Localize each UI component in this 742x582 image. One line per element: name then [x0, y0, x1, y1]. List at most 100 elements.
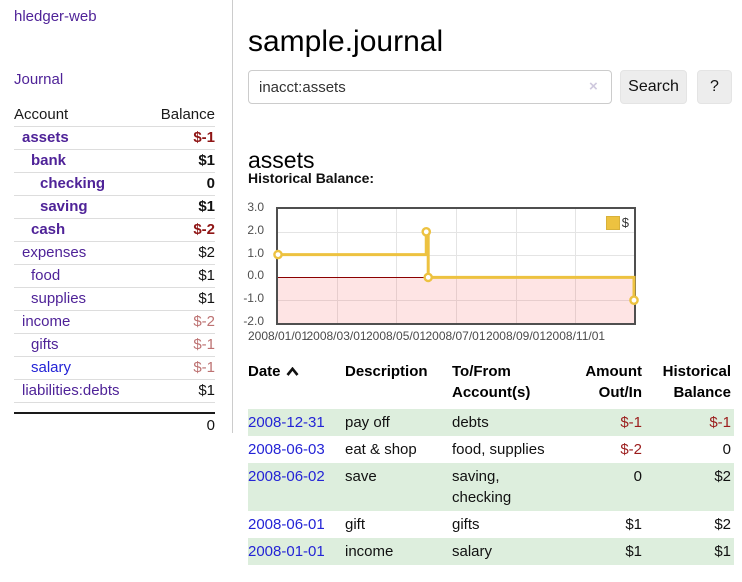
transaction-accounts: saving, checking [452, 463, 564, 511]
historical-balance-chart: 3.0 2.0 1.0 0.0 -1.0 -2.0 $ 2008/01/01 2008/03… [243, 200, 639, 343]
sort-ascending-icon [286, 366, 299, 376]
account-tree: assets $-1 bank $1 checking 0 saving $1 cash $-2 e… [14, 127, 215, 403]
transaction-description: save [345, 463, 452, 511]
register-row: 2008-12-31 pay off debts $-1 $-1 [248, 409, 734, 436]
transaction-date-link[interactable]: 2008-01-01 [248, 543, 325, 560]
register-row: 2008-01-01 income salary $1 $1 [248, 538, 734, 565]
account-link[interactable]: supplies [31, 290, 87, 307]
account-link[interactable]: gifts [31, 336, 59, 353]
sidebar-item-journal[interactable]: Journal [14, 71, 64, 88]
gridline [278, 231, 634, 233]
register-header-balance: Historical Balance [662, 363, 731, 401]
app-brand-link[interactable]: hledger-web [14, 8, 97, 25]
gridline [515, 209, 517, 323]
account-balance: 0 [206, 175, 215, 192]
sidebar-divider [232, 0, 233, 433]
account-balance: $2 [198, 244, 215, 261]
account-link[interactable]: cash [31, 221, 66, 238]
account-balance: $-1 [193, 359, 215, 376]
account-balance: $1 [198, 198, 215, 215]
sidebar-account-row: saving $1 [14, 196, 215, 219]
x-tick-label: 2008/07/01 [425, 329, 486, 343]
transaction-accounts: debts [452, 409, 564, 436]
legend-swatch-icon [605, 215, 620, 230]
account-table-header: Account Balance [14, 104, 215, 127]
account-balance: $1 [198, 267, 215, 284]
transaction-date-link[interactable]: 2008-06-02 [248, 468, 325, 485]
transaction-balance: $2 [714, 516, 731, 533]
transaction-date-link[interactable]: 2008-12-31 [248, 414, 325, 431]
x-tick-label: 2008/05/01 [365, 329, 427, 343]
help-button[interactable]: ? [697, 70, 732, 104]
sidebar-account-row: expenses $2 [14, 242, 215, 265]
register-header-description: Description [345, 363, 428, 380]
clear-search-icon[interactable]: × [589, 78, 598, 95]
transaction-amount: $1 [564, 538, 642, 565]
account-balance: $-1 [193, 129, 215, 146]
sidebar-account-row: salary $-1 [14, 357, 215, 380]
register-row: 2008-06-02 save saving, checking 0 $2 [248, 463, 734, 511]
account-link[interactable]: liabilities:debts [22, 382, 120, 399]
transaction-balance: $-1 [642, 409, 734, 436]
x-tick-label: 2008/01/01 [247, 329, 309, 343]
gridline [455, 209, 457, 323]
transaction-description: income [345, 538, 452, 565]
page-title: sample.journal [248, 25, 444, 59]
register-header-amount: Amount Out/In [585, 363, 642, 401]
balance-series [273, 226, 639, 305]
account-link[interactable]: expenses [22, 244, 87, 261]
y-tick-label: 2.0 [247, 222, 264, 237]
gridline [278, 254, 634, 256]
transaction-description: eat & shop [345, 441, 417, 458]
sidebar-account-row: checking 0 [14, 173, 215, 196]
transaction-balance: 0 [722, 441, 731, 458]
y-tick-label: 0.0 [247, 268, 264, 283]
transaction-description: gift [345, 516, 366, 533]
account-link[interactable]: checking [40, 175, 106, 192]
x-tick-label: 2008/11/01 [545, 329, 606, 343]
sidebar-account-row: liabilities:debts $1 [14, 380, 215, 403]
y-tick-label: 3.0 [247, 200, 264, 214]
negative-region [278, 277, 634, 323]
account-link[interactable]: income [22, 313, 71, 330]
transaction-balance: $1 [642, 538, 734, 565]
data-point-marker [273, 249, 283, 260]
transaction-accounts: food, supplies [452, 441, 545, 458]
account-link[interactable]: salary [31, 359, 72, 376]
sidebar-account-row: supplies $1 [14, 288, 215, 311]
transaction-date-link[interactable]: 2008-06-03 [248, 441, 325, 458]
transaction-amount: $-2 [620, 441, 642, 458]
account-column-header: Account [14, 106, 69, 123]
search-button[interactable]: Search [620, 70, 687, 104]
account-balance: $1 [198, 290, 215, 307]
register-row: 2008-06-01 gift gifts $1 $2 [248, 511, 734, 538]
y-tick-label: 1.0 [247, 245, 264, 260]
account-heading: assets [248, 147, 315, 174]
account-balance: $-2 [193, 313, 215, 330]
account-link[interactable]: saving [40, 198, 88, 215]
sidebar-account-row: assets $-1 [14, 127, 215, 150]
chart-plot-area: $ [273, 207, 639, 325]
account-link[interactable]: food [31, 267, 61, 284]
transaction-accounts: salary [452, 538, 564, 565]
transaction-date-link[interactable]: 2008-06-01 [248, 516, 325, 533]
account-balance: $1 [198, 152, 215, 169]
register-header-date[interactable]: Date [248, 361, 345, 409]
transaction-accounts: gifts [452, 516, 480, 533]
account-link[interactable]: assets [22, 129, 69, 146]
legend-label: $ [621, 215, 629, 230]
register-row: 2008-06-03 eat & shop food, supplies $-2 0 [248, 436, 734, 463]
data-point-marker [423, 272, 434, 283]
search-input[interactable] [248, 70, 612, 104]
gridline [396, 209, 398, 323]
y-tick-label: -2.0 [243, 314, 264, 328]
transaction-amount: 0 [564, 463, 642, 511]
gridline [278, 300, 634, 302]
gridline [575, 209, 577, 323]
sidebar-account-row: cash $-2 [14, 219, 215, 242]
x-tick-label: 2008/09/01 [485, 329, 546, 343]
sidebar-account-row: food $1 [14, 265, 215, 288]
account-link[interactable]: bank [31, 152, 67, 169]
account-total-row: 0 [14, 412, 215, 436]
transaction-amount: $-1 [564, 409, 642, 436]
